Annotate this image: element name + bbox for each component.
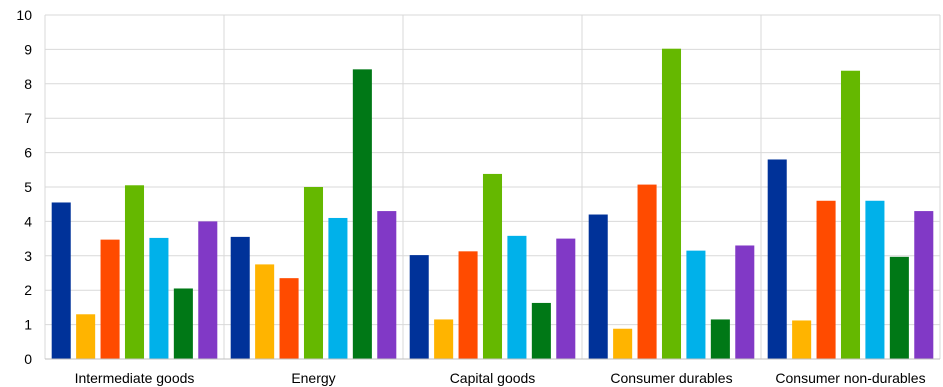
x-tick-label: Intermediate goods: [75, 370, 195, 386]
y-tick-label: 7: [24, 110, 32, 126]
x-tick-labels: Intermediate goods Energy Capital goods Con…: [75, 370, 926, 386]
bar: [482, 173, 503, 359]
y-tick-label: 0: [24, 351, 32, 367]
bar: [613, 328, 633, 359]
bar: [100, 239, 120, 359]
bar: [434, 319, 454, 359]
bar: [377, 211, 397, 359]
bar: [735, 245, 755, 359]
x-tick-label: Consumer non-durables: [775, 370, 925, 386]
y-tick-label: 3: [24, 248, 32, 264]
y-tick-label: 8: [24, 76, 32, 92]
y-tick-labels: 0 1 2 3 4 5 6 7 8 9 10: [16, 7, 32, 367]
bar: [51, 202, 71, 359]
bar: [255, 264, 275, 359]
bar: [198, 221, 218, 359]
y-tick-label: 9: [24, 41, 32, 57]
bar: [531, 302, 551, 359]
y-tick-label: 6: [24, 145, 32, 161]
bar: [637, 184, 657, 359]
x-tick-label: Consumer durables: [610, 370, 732, 386]
bar: [792, 320, 812, 359]
bar: [458, 251, 478, 359]
bar: [230, 236, 250, 359]
bar: [76, 314, 96, 359]
bar: [124, 185, 145, 359]
bar: [507, 235, 527, 359]
bar: [865, 200, 885, 359]
bar: [328, 217, 348, 359]
bar: [556, 238, 576, 359]
bars: [51, 48, 934, 360]
bar: [661, 48, 682, 360]
bar: [914, 211, 934, 359]
y-tick-label: 5: [24, 179, 32, 195]
bar: [173, 288, 193, 359]
bar: [588, 214, 608, 359]
bar: [303, 187, 324, 359]
bar: [840, 70, 861, 359]
y-tick-label: 1: [24, 317, 32, 333]
bar: [149, 237, 169, 359]
bar: [889, 256, 909, 359]
bar: [409, 255, 429, 359]
bar: [686, 250, 706, 359]
bar: [767, 159, 787, 359]
y-tick-label: 2: [24, 282, 32, 298]
bar: [710, 319, 730, 359]
bar: [816, 200, 836, 359]
x-tick-label: Energy: [291, 370, 335, 386]
bar: [279, 278, 299, 359]
bar: [352, 69, 372, 359]
y-tick-label: 10: [16, 7, 32, 23]
x-tick-label: Capital goods: [450, 370, 536, 386]
y-tick-label: 4: [24, 213, 32, 229]
